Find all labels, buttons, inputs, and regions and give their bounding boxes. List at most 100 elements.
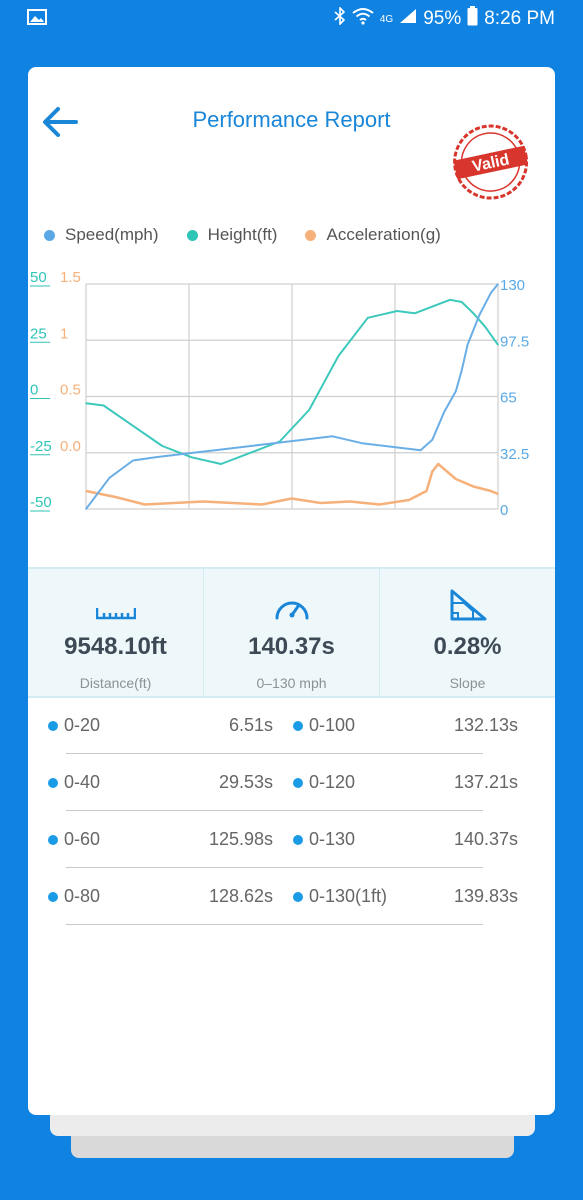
data-point [132,459,134,462]
network-type: 4G [379,13,394,25]
bullet-dot [48,778,58,788]
data-point [290,497,293,500]
divider [66,753,483,754]
data-point [243,445,246,448]
data-point [102,404,105,407]
data-point [490,490,492,492]
arrow-left-icon [43,107,78,137]
data-point [308,409,310,411]
legend-item-acceleration: Acceleration(g) [305,225,441,245]
table-row: 0-20 6.51s 0-100 132.13s [28,697,555,754]
split-label: 0-100 [309,715,356,735]
acceleration-tick-label: 0.5 [60,382,81,399]
height-tick-label: 25 [30,325,47,342]
legend-dot [44,229,55,241]
slope-icon [450,589,486,621]
speed-tick-label: 97.5 [500,333,529,350]
speed-tick-label: 32.5 [500,446,529,463]
data-point [455,478,457,480]
legend-label: Height(ft) [207,225,278,244]
chart-ticks: 50 25 0 -25 -50 1.5 1 0.5 0.0 130 97.5 65 32.5 0 [30,269,529,519]
split-value: 140.37s [453,829,518,849]
data-point [85,402,87,405]
acceleration-tick-label: 1 [60,325,68,342]
data-point [114,496,117,498]
speed-tick-label: 65 [500,390,517,407]
legend-label: Speed(mph) [65,225,159,244]
data-point [497,493,499,495]
data-point [449,298,451,301]
data-point [331,435,334,438]
divider [66,924,483,925]
series-line-heightft [85,298,499,465]
acceleration-tick-label: 1.5 [60,269,81,286]
split-label: 0-120 [309,772,356,792]
data-point [472,485,475,488]
data-point [85,490,87,492]
stat-time: 140.37s 0–130 mph [203,569,379,696]
split-label: 0-80 [64,886,101,906]
data-point [302,438,304,441]
legend-label: Acceleration(g) [326,225,441,244]
back-button[interactable] [40,105,80,144]
battery-percent: 95% [423,8,462,29]
bullet-dot [48,721,58,731]
chart-grid [85,283,499,510]
bluetooth-icon [334,6,346,31]
table-row: 0-40 29.53s 0-120 137.21s [28,754,555,811]
split-value: 125.98s [208,829,273,849]
data-point [108,477,111,479]
data-point [466,343,469,346]
splits-table: 0-20 6.51s 0-100 132.13s 0-40 29.53s 0-1… [28,697,555,925]
image-icon [27,9,47,31]
stat-label: Slope [449,675,486,691]
bullet-dot [293,835,303,845]
data-point [161,445,164,447]
split-value: 128.62s [208,886,273,906]
data-point [437,303,440,306]
height-tick-label: -50 [30,494,52,511]
clock: 8:26 PM [484,8,555,29]
data-point [484,325,486,328]
height-tick-label: 50 [30,269,47,286]
signal-icon [399,8,417,30]
acceleration-tick-label: 0.0 [60,438,81,455]
legend-dot [305,229,317,241]
data-point [85,508,87,510]
stat-label: 0–130 mph [256,675,327,691]
stamp-text: Valid [471,151,511,175]
speed-tick-label: 0 [500,502,508,519]
split-label: 0-130 [309,829,356,849]
data-point [220,463,222,465]
chart-series [85,283,499,510]
table-row: 0-80 128.62s 0-130(1ft) 139.83s [28,868,555,925]
data-point [396,310,398,312]
stat-label: Distance(ft) [79,675,152,691]
data-point [132,424,134,427]
page-title: Performance Report [192,107,391,132]
performance-chart: 50 25 0 -25 -50 1.5 1 0.5 0.0 130 97.5 65 32.5 0 [30,269,529,519]
data-point [460,301,463,303]
stat-value: 9548.10ft [64,633,167,660]
height-tick-label: -25 [30,438,52,455]
report-card: Performance Report Valid Speed(mph) Heig… [28,67,555,1115]
speed-tick-label: 130 [500,277,525,294]
height-tick-label: 0 [30,382,38,399]
divider [66,810,483,811]
data-point [460,369,463,372]
data-point [273,442,275,445]
divider [66,867,483,868]
data-point [349,500,351,503]
speedometer-icon [275,601,308,620]
data-point [425,307,428,310]
split-value: 29.53s [218,772,273,792]
split-label: 0-60 [64,829,101,849]
data-point [437,463,440,465]
data-point [190,456,193,459]
split-value: 139.83s [453,886,518,906]
data-point [472,312,475,315]
data-point [408,499,410,501]
bullet-dot [293,778,303,788]
data-point [497,343,499,346]
chart-legend: Speed(mph) Height(ft) Acceleration(g) [44,225,469,245]
